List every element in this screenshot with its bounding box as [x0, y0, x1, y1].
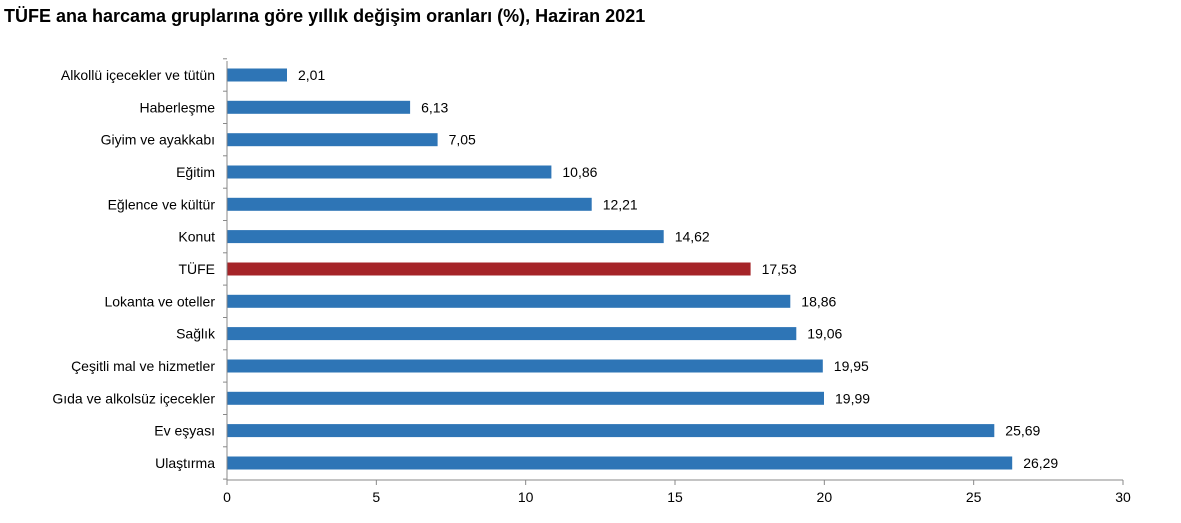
category-label-3: Eğitim [176, 164, 215, 180]
category-label-4: Eğlence ve kültür [108, 196, 216, 212]
value-label-4: 12,21 [603, 196, 638, 212]
value-label-10: 19,99 [835, 390, 870, 406]
value-label-5: 14,62 [675, 229, 710, 245]
value-label-3: 10,86 [562, 164, 597, 180]
x-tick-label-1: 5 [372, 489, 380, 505]
bar-8 [227, 327, 797, 341]
value-label-11: 25,69 [1005, 423, 1040, 439]
bar-4 [227, 197, 592, 211]
category-label-11: Ev eşyası [154, 423, 215, 439]
bar-3 [227, 165, 552, 179]
value-label-6: 17,53 [762, 261, 797, 277]
category-label-12: Ulaştırma [155, 455, 215, 471]
bar-12 [227, 456, 1013, 470]
chart-title: TÜFE ana harcama gruplarına göre yıllık … [4, 6, 646, 26]
bar-11 [227, 424, 995, 438]
category-label-10: Gıda ve alkolsüz içecekler [52, 390, 215, 406]
value-label-9: 19,95 [834, 358, 869, 374]
value-label-1: 6,13 [421, 99, 448, 115]
value-label-2: 7,05 [449, 132, 476, 148]
value-label-8: 19,06 [807, 326, 842, 342]
bar-0 [227, 68, 287, 82]
x-tick-label-2: 10 [518, 489, 534, 505]
category-label-9: Çeşitli mal ve hizmetler [71, 358, 215, 374]
x-tick-label-6: 30 [1115, 489, 1131, 505]
category-label-8: Sağlık [176, 326, 216, 342]
category-label-7: Lokanta ve oteller [104, 293, 215, 309]
value-label-0: 2,01 [298, 67, 325, 83]
bar-10 [227, 391, 824, 405]
bar-5 [227, 230, 664, 244]
bar-7 [227, 294, 791, 308]
x-tick-label-5: 25 [966, 489, 982, 505]
bar-2 [227, 133, 438, 147]
category-label-1: Haberleşme [140, 99, 216, 115]
category-label-0: Alkollü içecekler ve tütün [61, 67, 215, 83]
category-label-2: Giyim ve ayakkabı [101, 132, 215, 148]
value-label-12: 26,29 [1023, 455, 1058, 471]
bar-6 [227, 262, 751, 276]
x-tick-label-0: 0 [223, 489, 231, 505]
category-label-5: Konut [178, 229, 215, 245]
value-label-7: 18,86 [801, 293, 836, 309]
x-tick-label-4: 20 [817, 489, 833, 505]
category-label-6: TÜFE [178, 260, 215, 277]
x-tick-label-3: 15 [667, 489, 683, 505]
bar-1 [227, 100, 411, 114]
bar-9 [227, 359, 823, 373]
